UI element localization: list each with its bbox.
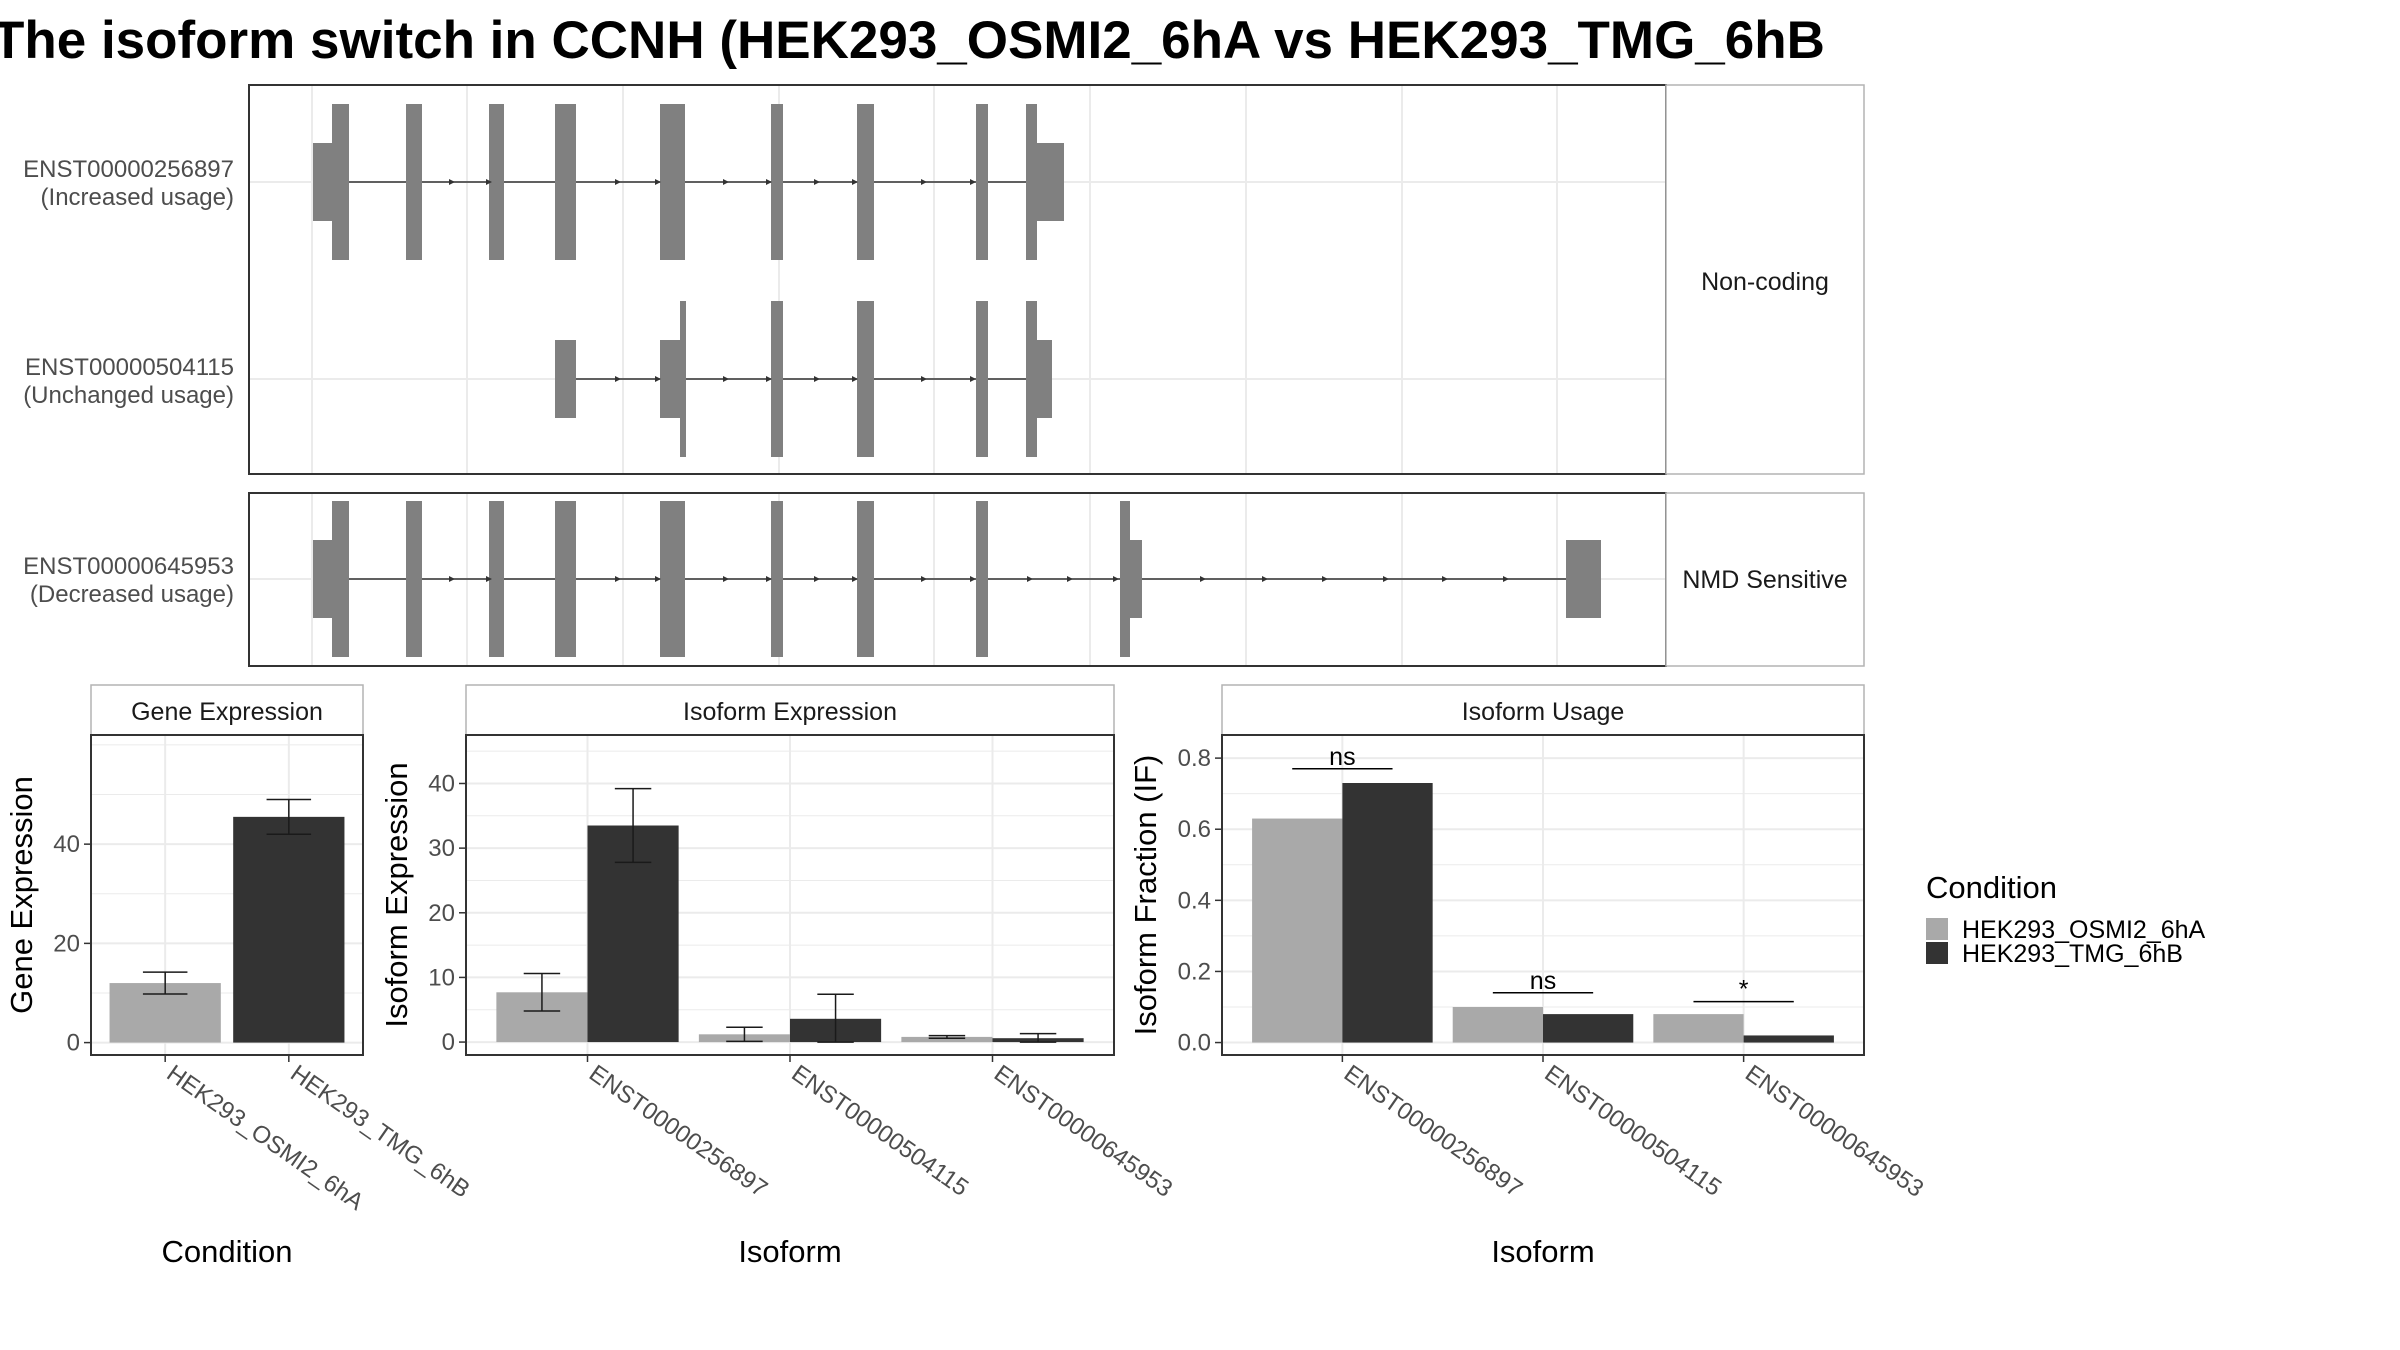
bar (1653, 1014, 1744, 1043)
x-axis-title: Condition (162, 1234, 293, 1269)
transcript-ENST00000645953 (313, 501, 1601, 657)
transcript-facet-nmd: NMD Sensitive (248, 492, 1865, 667)
panel-title: Gene Expression (131, 698, 323, 726)
legend: Condition HEK293_OSMI2_6hA HEK293_TMG_6h… (1926, 870, 2206, 968)
x-tick-label: HEK293_OSMI2_6hA (162, 1060, 369, 1216)
significance-label: ns (1530, 967, 1556, 995)
y-tick-label: 40 (428, 770, 455, 797)
bar (1252, 818, 1343, 1043)
transcript-labels: ENST00000256897 (Increased usage) ENST00… (23, 156, 234, 608)
legend-label-condition-a: HEK293_OSMI2_6hA (1962, 916, 2206, 944)
error-bars (142, 798, 312, 995)
y-axis: 0 20 40 (53, 831, 91, 1057)
y-axis-title: Gene Expression (4, 776, 39, 1014)
isoform-usage-panel: Isoform Usage ns ns * 0.0 0.2 0.4 0.6 0.8 ENST000… (1128, 684, 1928, 1269)
significance-label: * (1739, 976, 1749, 1004)
transcript-ENST00000256897 (313, 104, 1064, 260)
significance-annotations: ns ns * (1292, 743, 1794, 1004)
isoform-expression-panel: Isoform Expression 0 10 20 30 40 ENST000002568… (379, 684, 1177, 1269)
strip-header (465, 684, 1115, 736)
panel-border (90, 734, 364, 1056)
transcript-usage-label: (Unchanged usage) (23, 382, 234, 409)
transcript-id-label: ENST00000645953 (23, 553, 234, 580)
panel-title: Isoform Expression (683, 698, 897, 726)
x-axis: ENST00000256897 ENST00000504115 ENST000006… (1339, 1055, 1928, 1203)
legend-label-condition-b: HEK293_TMG_6hB (1962, 940, 2183, 968)
transcript-ENST00000504115 (555, 301, 1052, 457)
transcript-id-label: ENST00000256897 (23, 156, 234, 183)
y-tick-label: 0.6 (1178, 816, 1211, 843)
bar (1743, 1035, 1834, 1043)
x-tick-label: ENST00000256897 (1339, 1060, 1527, 1203)
bar (1342, 783, 1433, 1043)
y-tick-label: 0 (67, 1030, 80, 1057)
x-axis: ENST00000256897 ENST00000504115 ENST000006… (584, 1055, 1177, 1203)
intron-arrows (449, 576, 1509, 582)
legend-title: Condition (1926, 870, 2057, 905)
y-tick-label: 30 (428, 835, 455, 862)
y-tick-label: 10 (428, 964, 455, 991)
facet-label-noncoding: Non-coding (1701, 268, 1829, 296)
facet-strip-noncoding (1665, 84, 1865, 475)
y-tick-label: 0 (442, 1029, 455, 1056)
intron-arrows (615, 376, 976, 382)
x-tick-label: ENST00000256897 (584, 1060, 772, 1203)
strip-header (90, 684, 364, 736)
transcript-usage-label: (Increased usage) (41, 184, 234, 211)
y-axis-title: Isoform Expression (379, 762, 414, 1027)
x-tick-label: ENST00000645953 (1740, 1060, 1928, 1203)
bar (901, 1036, 993, 1043)
x-tick-label: ENST00000504115 (1540, 1060, 1727, 1202)
error-bars (523, 787, 1057, 1043)
transcript-id-label: ENST00000504115 (25, 354, 234, 381)
exons (313, 104, 1064, 260)
legend-key-condition-b (1926, 942, 1948, 964)
y-tick-label: 40 (53, 831, 80, 858)
transcript-facet-noncoding: Non-coding (248, 84, 1865, 475)
bar (1452, 1007, 1543, 1043)
intron-arrows (449, 179, 976, 185)
figure-title: The isoform switch in CCNH (HEK293_OSMI2… (0, 11, 1825, 70)
bars (1252, 783, 1834, 1043)
facet-label-nmd: NMD Sensitive (1682, 566, 1847, 594)
strip-header (1221, 684, 1865, 736)
y-axis: 0 10 20 30 40 (428, 770, 466, 1056)
exons (555, 301, 1052, 457)
y-axis-title: Isoform Fraction (IF) (1128, 755, 1163, 1036)
exons (313, 501, 1601, 657)
y-tick-label: 20 (428, 900, 455, 927)
bar (1543, 1014, 1634, 1043)
bar (233, 816, 345, 1043)
panel-title: Isoform Usage (1462, 698, 1625, 726)
y-tick-label: 0.4 (1178, 887, 1211, 914)
x-axis-title: Isoform (738, 1234, 841, 1269)
facet-panel-noncoding (248, 84, 1667, 475)
x-axis-title: Isoform (1491, 1234, 1594, 1269)
significance-label: ns (1329, 743, 1355, 771)
x-tick-label: ENST00000645953 (989, 1060, 1177, 1203)
y-tick-label: 0.8 (1178, 745, 1211, 772)
x-tick-label: ENST00000504115 (787, 1060, 974, 1202)
y-tick-label: 0.2 (1178, 958, 1211, 985)
y-tick-label: 0.0 (1178, 1030, 1211, 1057)
legend-key-condition-a (1926, 918, 1948, 940)
y-axis: 0.0 0.2 0.4 0.6 0.8 (1178, 745, 1222, 1057)
facet-strip-nmd (1665, 492, 1865, 667)
y-tick-label: 20 (53, 930, 80, 957)
transcript-usage-label: (Decreased usage) (30, 581, 234, 608)
